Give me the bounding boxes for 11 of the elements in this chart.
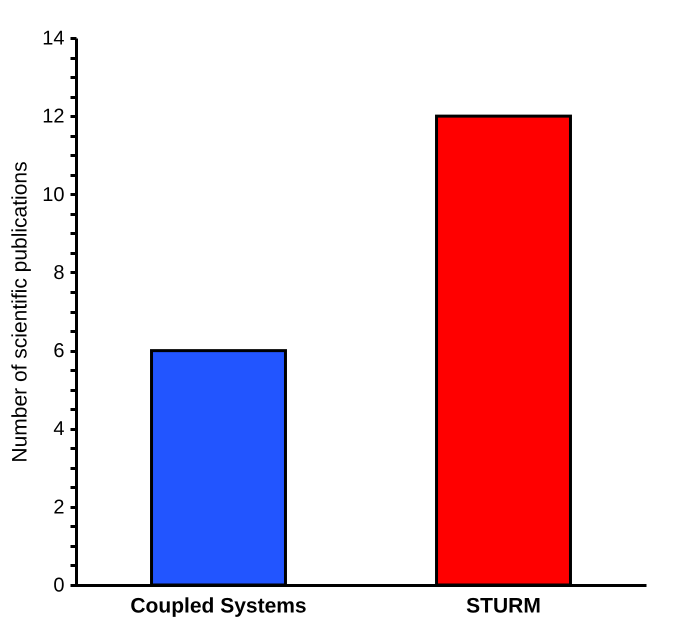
y-tick-label: 6 xyxy=(53,340,64,362)
x-tick-label: STURM xyxy=(466,594,541,618)
y-tick-label: 10 xyxy=(42,184,64,206)
y-tick-label: 2 xyxy=(53,496,64,518)
y-tick-label: 8 xyxy=(53,262,64,284)
y-axis-title: Number of scientific publications xyxy=(8,161,32,463)
y-tick-label: 12 xyxy=(42,106,64,128)
y-tick-label: 4 xyxy=(53,418,64,440)
y-tick-label: 0 xyxy=(53,574,64,596)
y-tick-label: 14 xyxy=(42,28,64,50)
x-tick-label: Coupled Systems xyxy=(130,594,307,618)
